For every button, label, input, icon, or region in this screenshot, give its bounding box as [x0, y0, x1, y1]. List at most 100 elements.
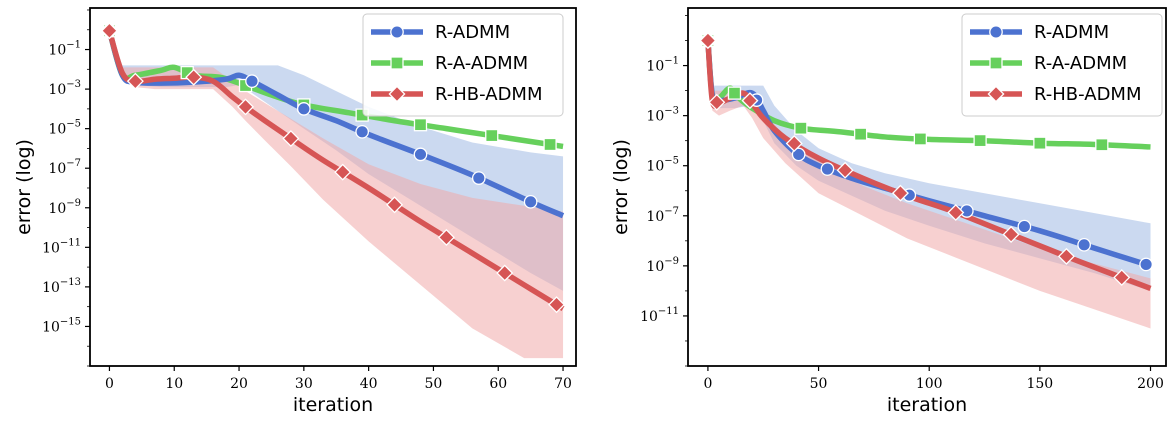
- legend: R-ADMM R-A-ADMM R-HB-ADMM: [362, 13, 564, 117]
- y-tick-label: 10−1: [48, 40, 81, 59]
- data-point-marker: [485, 128, 499, 143]
- y-tick-label: 10−5: [646, 156, 679, 175]
- data-point-marker: [791, 147, 806, 162]
- y-tick-label: 10−15: [42, 316, 81, 335]
- data-point-marker: [126, 72, 144, 90]
- legend-label-r-admm: R-ADMM: [1034, 22, 1109, 43]
- legend-label-r-a-admm: R-A-ADMM: [1034, 53, 1127, 74]
- y-tick-label: 10−7: [646, 206, 679, 225]
- data-point-marker: [987, 85, 1005, 103]
- data-point-marker: [973, 133, 987, 148]
- data-point-marker: [785, 135, 803, 153]
- x-tick-label: 0: [105, 376, 114, 392]
- data-point-marker: [1017, 219, 1032, 234]
- data-point-marker: [390, 25, 404, 39]
- y-tick-label: 10−5: [48, 119, 81, 138]
- y-tick-label: 10−9: [48, 198, 81, 217]
- data-point-marker: [282, 130, 300, 148]
- x-tick-label: 100: [916, 376, 943, 392]
- data-point-marker: [1002, 225, 1020, 243]
- x-axis-title: iteration: [887, 394, 967, 416]
- legend-box: [362, 13, 564, 117]
- y-axis-title: error (log): [610, 139, 632, 235]
- data-point-marker: [1113, 269, 1131, 287]
- data-point-marker: [496, 264, 514, 282]
- data-point-marker: [523, 194, 538, 209]
- x-tick-label: 60: [489, 376, 507, 392]
- data-point-marker: [820, 162, 835, 176]
- data-point-marker: [1057, 247, 1075, 265]
- x-tick-label: 30: [295, 376, 313, 392]
- y-tick-label: 10−11: [640, 306, 679, 325]
- data-point-marker: [836, 161, 854, 179]
- data-point-marker: [334, 163, 352, 181]
- data-point-marker: [891, 184, 909, 202]
- data-point-marker: [437, 228, 455, 246]
- x-tick-label: 0: [703, 376, 712, 392]
- legend-label-r-hb-admm: R-HB-ADMM: [1034, 84, 1142, 105]
- data-point-marker: [1033, 136, 1047, 150]
- data-point-marker: [245, 74, 259, 89]
- data-point-marker: [727, 86, 742, 100]
- data-point-marker: [989, 56, 1003, 70]
- y-tick-label: 10−3: [48, 79, 81, 98]
- data-point-marker: [413, 118, 428, 132]
- legend: R-ADMM R-A-ADMM R-HB-ADMM: [961, 13, 1163, 117]
- legend-label-r-hb-admm: R-HB-ADMM: [435, 84, 543, 105]
- data-point-marker: [296, 102, 311, 116]
- axes-frame: [687, 7, 1167, 367]
- series-line-r-admm: [106, 29, 565, 219]
- x-tick-label: 50: [425, 376, 443, 392]
- y-tick-label: 10−1: [646, 56, 679, 75]
- y-tick-label: 10−13: [42, 277, 81, 296]
- data-point-marker: [1139, 257, 1153, 272]
- confidence-band-r-hb-admm: [707, 40, 1151, 329]
- data-point-marker: [185, 68, 203, 86]
- data-point-marker: [548, 296, 566, 314]
- x-tick-label: 150: [1026, 376, 1053, 392]
- data-point-marker: [853, 127, 868, 141]
- data-point-marker: [699, 32, 717, 50]
- data-point-marker: [1095, 138, 1109, 152]
- axes-frame: [89, 7, 577, 367]
- y-tick-label: 10−11: [42, 237, 81, 256]
- data-point-marker: [947, 204, 965, 222]
- x-axis-title: iteration: [293, 394, 373, 416]
- data-point-marker: [413, 147, 428, 162]
- data-point-marker: [388, 85, 406, 103]
- data-point-marker: [471, 171, 486, 185]
- markers-r-hb-admm: [699, 32, 1131, 287]
- x-tick-label: 200: [1137, 376, 1164, 392]
- data-point-marker: [708, 93, 726, 111]
- confidence-band-r-hb-admm: [109, 30, 564, 359]
- y-tick-label: 10−7: [48, 158, 81, 177]
- x-tick-label: 50: [810, 376, 828, 392]
- x-tick-label: 20: [230, 376, 248, 392]
- data-point-marker: [386, 196, 404, 214]
- legend-box: [961, 13, 1163, 117]
- plot-area: [100, 22, 566, 359]
- data-point-marker: [989, 25, 1003, 39]
- x-tick-label: 40: [360, 376, 378, 392]
- chart-panel-1: 0 10 20 30 40 50 60 70 10−15 10−13 10−11 10−9 10−7 10…: [13, 7, 577, 416]
- x-tick-label: 10: [165, 376, 183, 392]
- data-point-marker: [794, 121, 808, 135]
- y-axis-title: error (log): [13, 139, 35, 235]
- legend-label-r-admm: R-ADMM: [435, 22, 510, 43]
- data-point-marker: [1077, 237, 1091, 252]
- markers-r-hb-admm: [100, 22, 566, 314]
- data-point-marker: [355, 124, 370, 139]
- data-point-marker: [237, 98, 255, 116]
- x-tick-label: 70: [554, 376, 572, 392]
- chart-panel-2: 0 50 100 150 200 10−11 10−9 10−7 10−5 10−3 10−1 ite…: [610, 7, 1167, 416]
- legend-label-r-a-admm: R-A-ADMM: [435, 53, 528, 74]
- data-point-marker: [390, 56, 404, 70]
- data-point-marker: [741, 92, 759, 110]
- y-tick-label: 10−3: [646, 106, 679, 125]
- series-line-r-a-admm: [106, 29, 564, 150]
- data-point-marker: [543, 137, 557, 152]
- data-point-marker: [913, 132, 928, 146]
- y-tick-label: 10−9: [646, 256, 679, 275]
- data-point-marker: [100, 22, 118, 40]
